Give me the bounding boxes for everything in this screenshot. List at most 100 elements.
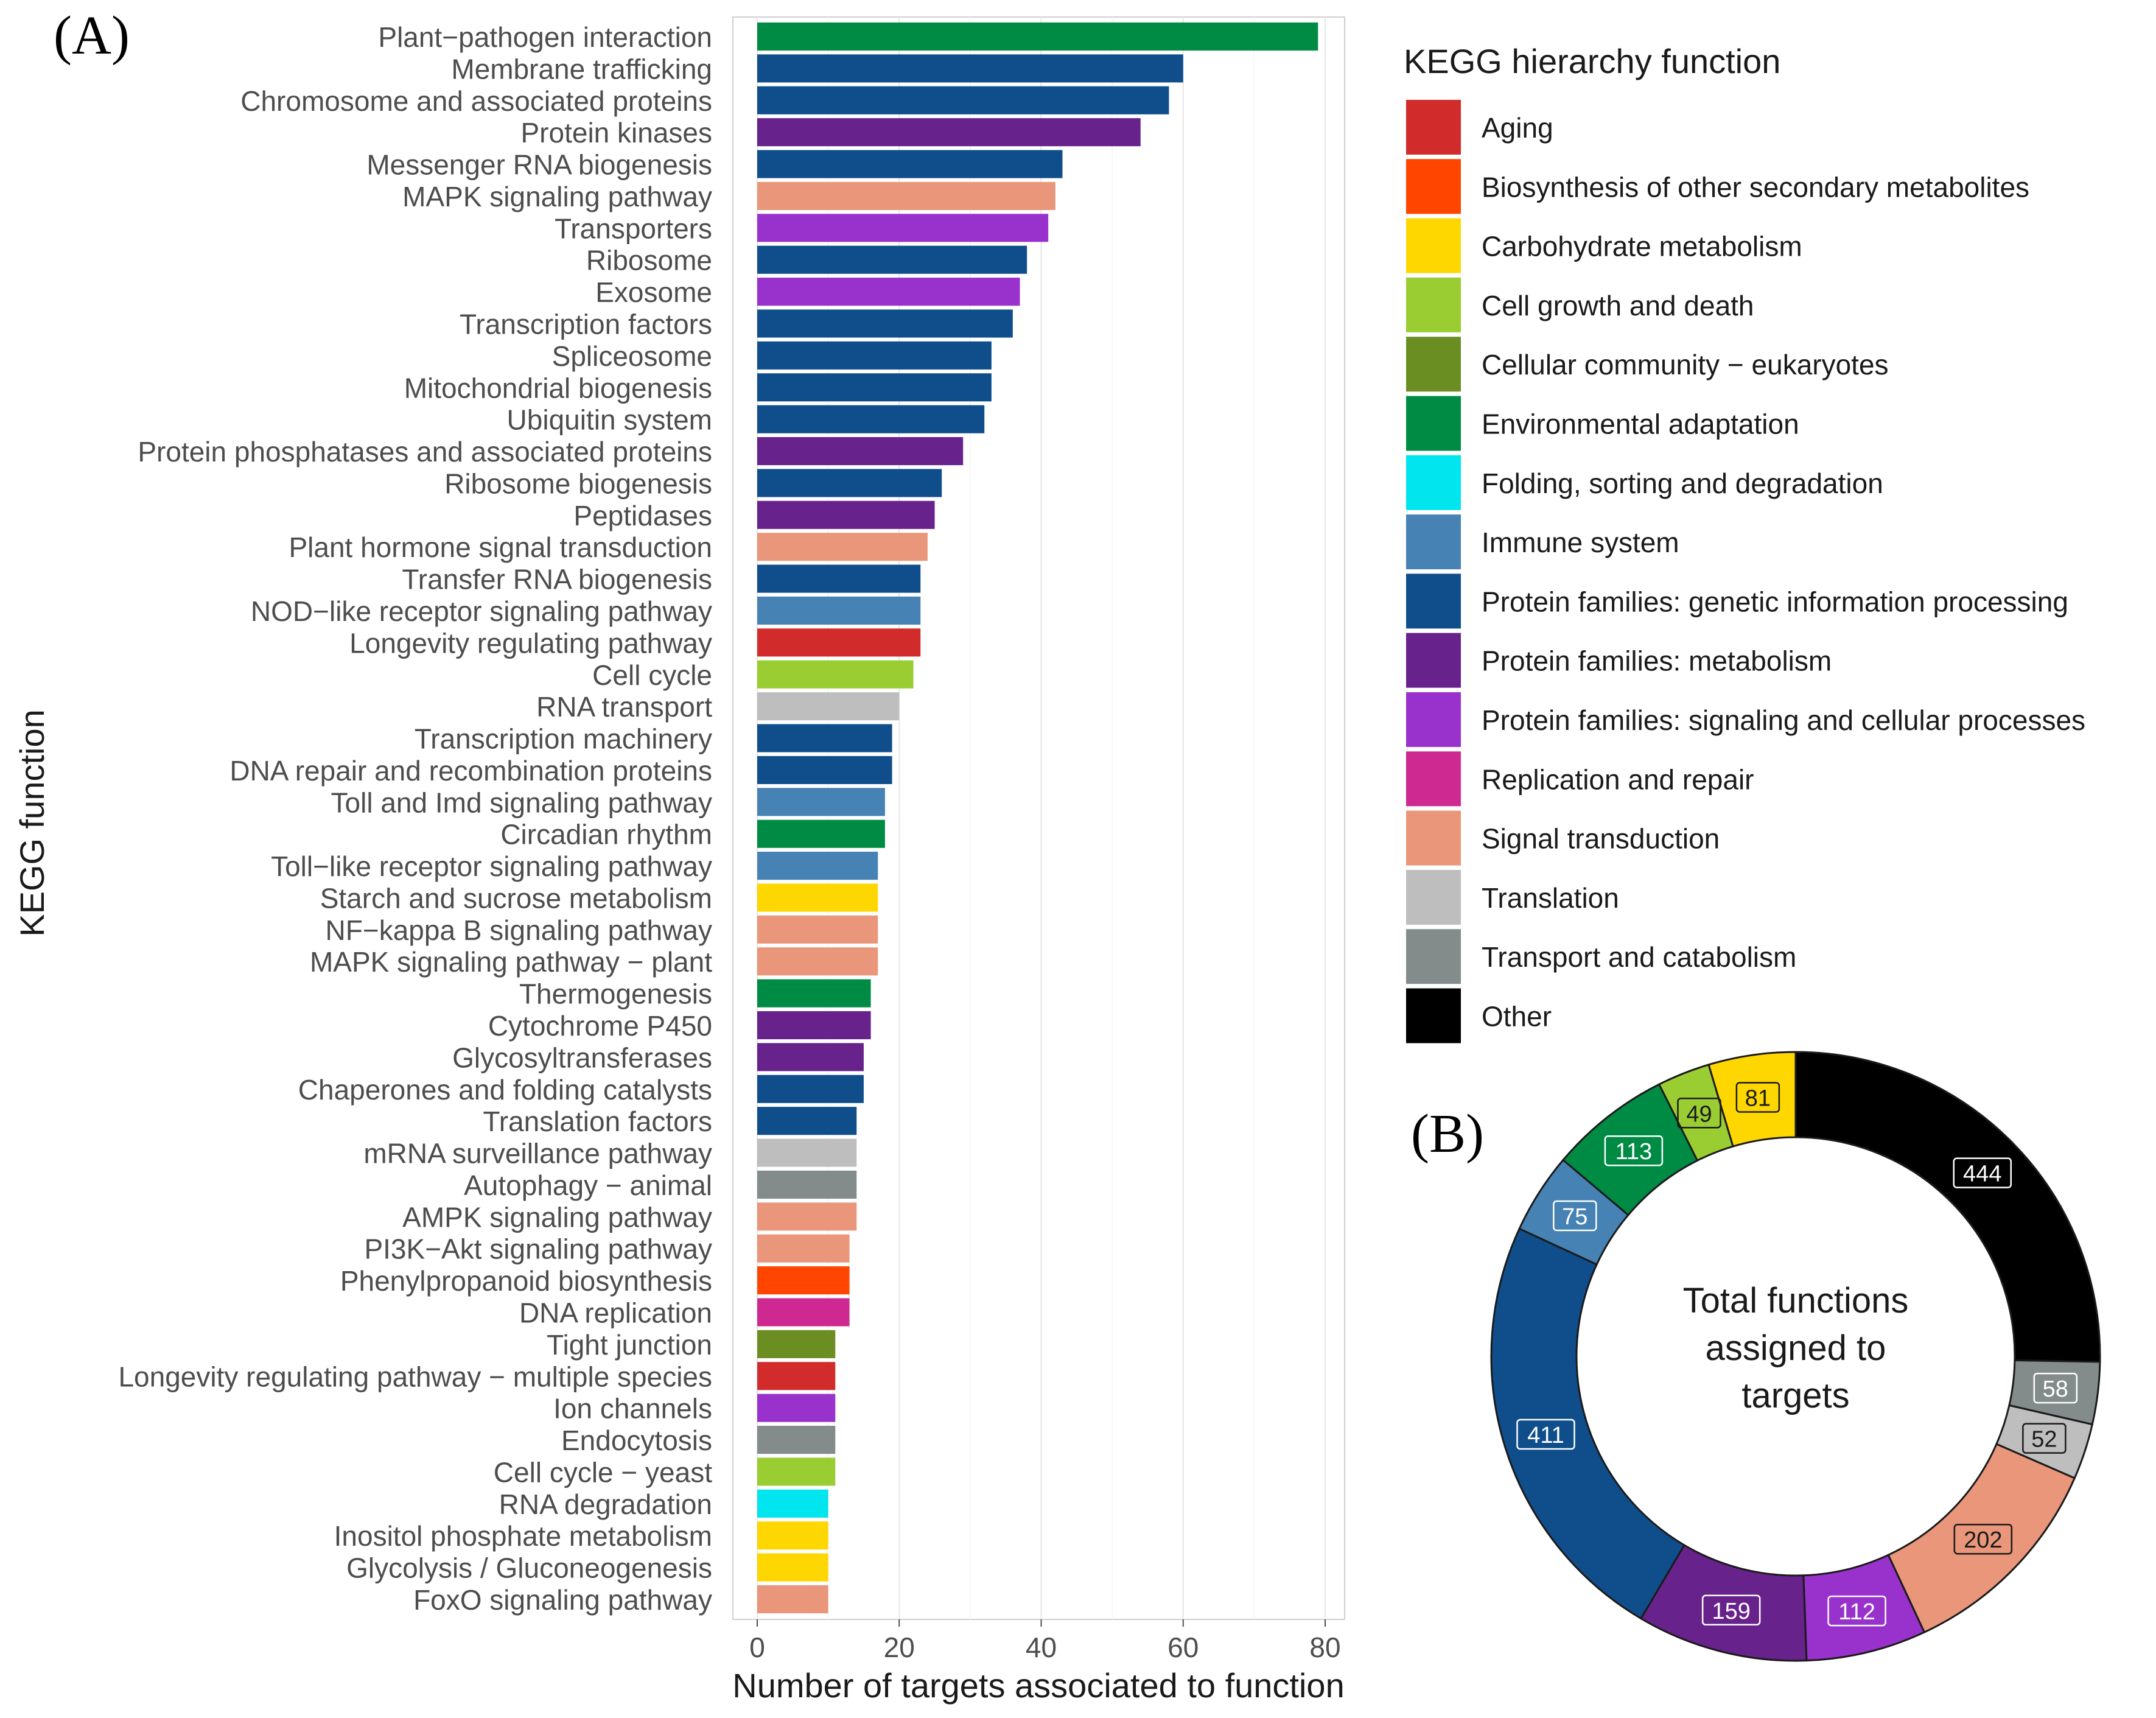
y-tick-label: NF−kappa B signaling pathway — [326, 914, 712, 946]
y-tick-label: Protein kinases — [521, 117, 713, 149]
bar — [757, 1521, 828, 1550]
bar — [757, 1138, 857, 1167]
donut-label-box — [2033, 1372, 2078, 1404]
y-tick-label: RNA transport — [536, 691, 712, 723]
bar — [757, 596, 921, 625]
legend-swatch — [1406, 396, 1461, 451]
donut-slice-label: 81 — [1745, 1086, 1771, 1112]
y-tick-label: DNA repair and recombination proteins — [229, 755, 712, 787]
y-tick-label: Glycolysis / Gluconeogenesis — [346, 1552, 712, 1584]
y-tick-label: Longevity regulating pathway − multiple … — [118, 1361, 712, 1392]
legend-label: Transport and catabolism — [1482, 941, 1796, 973]
bar — [757, 1234, 850, 1263]
y-tick-label: Transfer RNA biogenesis — [402, 564, 712, 595]
donut-label-box — [1953, 1157, 2012, 1188]
bar — [757, 1362, 836, 1390]
y-tick-label: Mitochondrial biogenesis — [404, 372, 712, 404]
bar — [757, 1266, 850, 1295]
bar — [757, 1107, 857, 1135]
y-tick-label: Circadian rhythm — [500, 819, 712, 850]
bar — [757, 150, 1063, 178]
bar — [757, 628, 921, 657]
bar — [757, 819, 885, 848]
legend-swatch — [1406, 455, 1461, 510]
bar — [757, 883, 878, 912]
legend-swatch — [1406, 159, 1461, 214]
bar-chart-x-ticks: 0 20 40 60 80 — [749, 1619, 1341, 1663]
legend-label: Environmental adaptation — [1482, 408, 1799, 440]
legend-swatch — [1406, 100, 1461, 155]
legend-label: Folding, sorting and degradation — [1482, 468, 1883, 499]
donut-slice-label: 159 — [1712, 1599, 1750, 1624]
bar — [757, 309, 1013, 338]
bar-chart-bars — [757, 22, 1318, 1614]
bar — [757, 1043, 864, 1071]
bar — [757, 214, 1049, 242]
y-tick-label: Protein phosphatases and associated prot… — [138, 436, 712, 468]
bar — [757, 979, 871, 1008]
y-tick-label: Glycosyltransferases — [452, 1042, 712, 1073]
y-tick-label: Cell cycle − yeast — [494, 1456, 712, 1488]
donut-center-line-1: Total functions — [1683, 1281, 1909, 1320]
legend-label: Replication and repair — [1482, 763, 1754, 795]
y-tick-label: MAPK signaling pathway — [402, 181, 712, 212]
x-tick-label: 40 — [1026, 1632, 1057, 1663]
y-tick-label: Ribosome biogenesis — [444, 468, 712, 499]
y-tick-label: Endocytosis — [561, 1425, 712, 1456]
y-tick-label: Chaperones and folding catalysts — [298, 1074, 712, 1106]
bar — [757, 1330, 836, 1358]
legend-title: KEGG hierarchy function — [1404, 42, 1780, 80]
y-tick-label: FoxO signaling pathway — [413, 1584, 712, 1616]
legend-swatch — [1406, 869, 1461, 925]
legend-swatch — [1406, 929, 1461, 984]
legend-label: Aging — [1482, 112, 1553, 144]
bar — [757, 373, 992, 402]
bar — [757, 1075, 864, 1103]
y-tick-label: Exosome — [595, 276, 712, 308]
bar — [757, 1011, 871, 1040]
donut-slice-label: 49 — [1686, 1101, 1712, 1127]
y-tick-label: DNA replication — [519, 1297, 712, 1329]
y-tick-label: Translation factors — [483, 1106, 712, 1137]
bar — [757, 500, 935, 529]
legend-label: Protein families: metabolism — [1482, 645, 1832, 677]
y-tick-label: MAPK signaling pathway − plant — [310, 946, 712, 978]
y-tick-label: Phenylpropanoid biosynthesis — [340, 1265, 712, 1297]
bar — [757, 437, 964, 466]
donut-slice-label: 52 — [2031, 1427, 2057, 1453]
bar — [757, 405, 985, 433]
panel-label-a: (A) — [54, 5, 130, 66]
y-tick-label: Autophagy − animal — [464, 1169, 712, 1201]
donut-label-box — [1701, 1594, 1761, 1626]
y-tick-label: Chromosome and associated proteins — [240, 85, 712, 117]
y-tick-label: Ribosome — [586, 245, 712, 276]
donut-label-box — [1553, 1200, 1597, 1232]
bar — [757, 54, 1183, 83]
y-tick-label: Plant hormone signal transduction — [289, 531, 712, 563]
y-tick-label: Ion channels — [553, 1393, 712, 1425]
bar — [757, 1426, 836, 1454]
x-tick-label: 80 — [1309, 1632, 1340, 1663]
y-tick-label: RNA degradation — [499, 1488, 712, 1520]
donut-slice-label: 58 — [2043, 1376, 2068, 1402]
y-tick-label: Messenger RNA biogenesis — [366, 149, 712, 181]
donut-slice-label: 202 — [1964, 1527, 2002, 1553]
legend: KEGG hierarchy function Aging Biosynthesi… — [1404, 42, 2085, 1043]
y-tick-label: Inositol phosphate metabolism — [334, 1520, 712, 1552]
y-tick-label: Toll−like receptor signaling pathway — [271, 850, 712, 882]
bar — [757, 341, 992, 370]
bar — [757, 1553, 828, 1582]
x-tick-label: 0 — [749, 1632, 765, 1663]
bar — [757, 278, 1020, 306]
y-tick-label: NOD−like receptor signaling pathway — [251, 595, 712, 627]
bar — [757, 533, 928, 561]
legend-label: Protein families: genetic information pr… — [1482, 586, 2068, 617]
legend-label: Carbohydrate metabolism — [1482, 231, 1802, 262]
bar — [757, 1585, 828, 1614]
donut-slice-labels: 444 58 52 202 112 159 411 75 113 49 81 — [1516, 1082, 2078, 1627]
legend-label: Immune system — [1482, 527, 1679, 558]
y-tick-label: mRNA surveillance pathway — [363, 1138, 712, 1169]
donut-slice — [1490, 1227, 1686, 1620]
